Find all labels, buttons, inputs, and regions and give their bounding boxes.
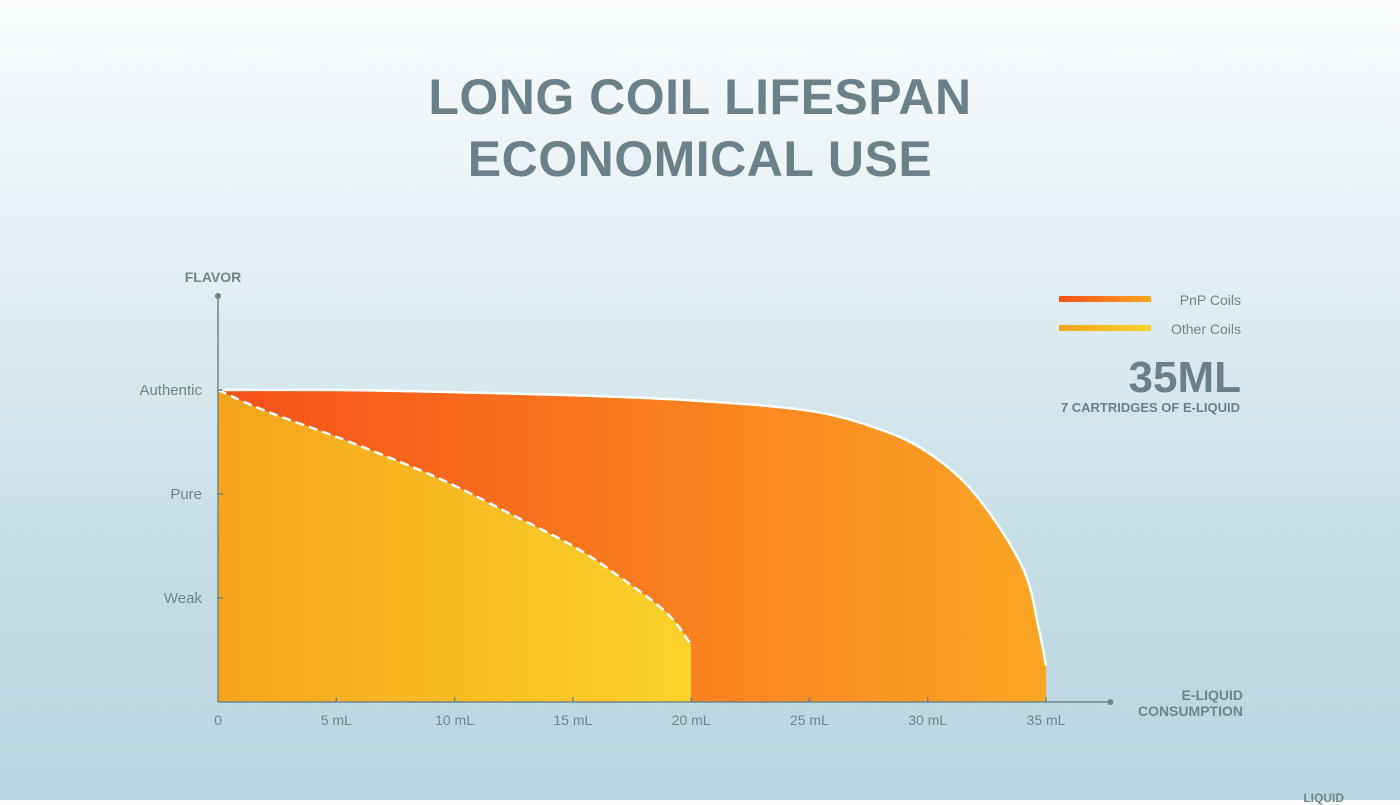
series-areas — [217, 388, 1048, 702]
y-ticks: Authentic Pure Weak — [139, 382, 223, 607]
x-tick-label: 35 mL — [1027, 712, 1066, 728]
stat-value: 35ML — [1129, 353, 1241, 402]
x-tick-label: 20 mL — [672, 712, 711, 728]
x-ticks: 0 5 mL 10 mL 15 mL 20 mL 25 mL 30 mL 35 mL — [214, 697, 1066, 728]
y-tick-label: Pure — [170, 486, 202, 503]
y-axis-title: FLAVOR — [185, 269, 242, 285]
legend-swatch-pnp — [1059, 296, 1151, 302]
x-axis-title-line-2: CONSUMPTION — [1138, 703, 1243, 719]
x-axis-end-dot — [1107, 699, 1114, 705]
x-axis-title-line-1: E-LIQUID — [1182, 687, 1243, 703]
axes — [215, 293, 1114, 705]
y-tick-label: Authentic — [139, 382, 202, 399]
title-line-2: ECONOMICAL USE — [467, 131, 933, 187]
x-tick-label: 15 mL — [553, 712, 592, 728]
x-tick-label: 30 mL — [908, 712, 947, 728]
legend: PnP Coils Other Coils — [1059, 292, 1241, 337]
series-line-pnp — [217, 388, 1048, 666]
legend-swatch-other — [1059, 325, 1151, 331]
legend-label-pnp: PnP Coils — [1180, 292, 1241, 308]
corner-text: LIQUID — [1303, 791, 1344, 805]
y-axis-end-dot — [215, 293, 221, 299]
chart-title: LONG COIL LIFESPAN ECONOMICAL USE — [0, 66, 1400, 190]
x-tick-label: 0 — [214, 712, 222, 728]
x-tick-label: 10 mL — [435, 712, 474, 728]
title-line-1: LONG COIL LIFESPAN — [428, 69, 972, 125]
series-line-other — [217, 388, 693, 646]
stat-caption: 7 CARTRIDGES OF E-LIQUID — [1061, 400, 1240, 415]
x-tick-label: 25 mL — [790, 712, 829, 728]
series-area-other — [218, 390, 692, 702]
x-tick-label: 5 mL — [321, 712, 352, 728]
y-tick-label: Weak — [164, 590, 203, 607]
legend-label-other: Other Coils — [1171, 321, 1241, 337]
